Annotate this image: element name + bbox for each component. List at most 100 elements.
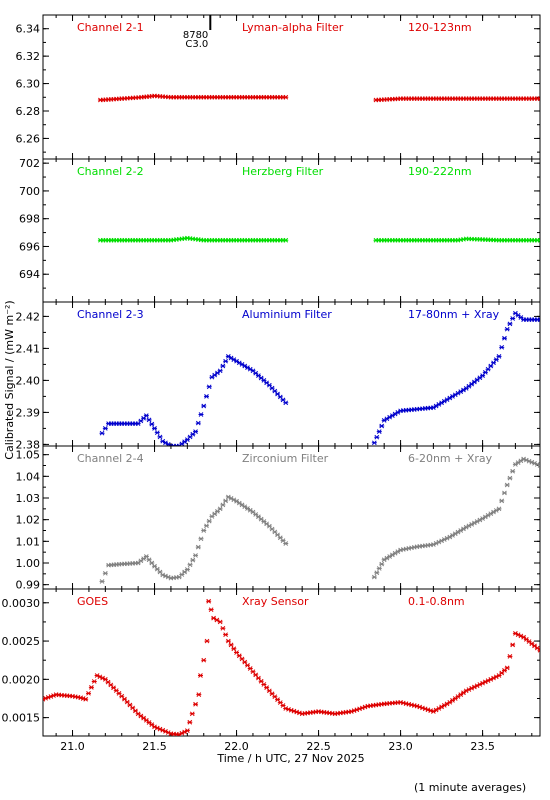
data-point <box>149 421 155 427</box>
data-point <box>217 368 223 374</box>
band-label: 190-222nm <box>408 165 472 178</box>
y-tick-label: 6.34 <box>16 23 41 36</box>
y-axis-label: Calibrated Signal / (mW m⁻²) <box>3 300 16 459</box>
data-point <box>537 237 540 243</box>
series-points <box>97 93 540 103</box>
data-point <box>197 673 203 678</box>
y-tick-label: 698 <box>19 213 40 226</box>
series-points <box>99 310 540 446</box>
y-tick-label: 700 <box>19 185 40 198</box>
panel-4: 0.99 1.00 1.01 1.02 1.03 1.04 1.05 Channel 2-4 Z… <box>16 445 541 592</box>
data-point <box>195 420 201 426</box>
data-point <box>507 475 513 481</box>
data-point <box>376 566 382 571</box>
y-tick-label: 0.0020 <box>2 673 41 686</box>
data-point <box>239 656 245 662</box>
data-point <box>507 654 513 659</box>
data-point <box>496 354 502 359</box>
data-point <box>499 498 505 504</box>
data-point <box>152 426 158 431</box>
data-point <box>88 685 94 690</box>
y-tick-label: 6.32 <box>16 50 41 63</box>
data-point <box>283 541 289 546</box>
data-point <box>236 653 242 659</box>
panel-1: 6.26 6.28 6.30 6.32 6.34 Channel 2-1 Lyman-alp… <box>16 14 541 160</box>
data-point <box>455 694 461 699</box>
filter-label: Zirconium Filter <box>242 452 329 465</box>
data-point <box>253 672 259 678</box>
data-point <box>83 696 89 702</box>
data-point <box>374 570 380 576</box>
filter-label: Aluminium Filter <box>242 308 332 321</box>
y-tick-label: 1.05 <box>16 449 41 462</box>
y-tick-label: 2.38 <box>16 438 41 451</box>
data-point <box>485 366 491 372</box>
averaging-note: (1 minute averages) <box>414 781 527 794</box>
data-point <box>204 638 210 644</box>
channel-label: GOES <box>77 595 108 608</box>
data-point <box>143 554 149 559</box>
data-point <box>482 370 488 375</box>
filter-label: Lyman-alpha Filter <box>242 21 344 34</box>
x-tick-label: 21.5 <box>142 740 167 753</box>
x-axis-label: Time / h UTC, 27 Nov 2025 <box>216 752 364 765</box>
data-point <box>223 358 229 364</box>
data-point <box>231 646 237 652</box>
data-point <box>206 384 212 390</box>
data-point <box>91 679 97 684</box>
data-point <box>244 662 250 668</box>
panel-5: 0.0015 0.0020 0.0025 0.0030 GOES Xray Sensor 0… <box>2 588 541 737</box>
data-point <box>379 423 385 429</box>
data-point <box>217 506 223 512</box>
x-tick-label: 23.5 <box>470 740 495 753</box>
data-point <box>193 701 199 707</box>
event-marker-label: C3.0 <box>185 39 208 50</box>
panel-3: 2.38 2.39 2.40 2.41 2.42 Channel 2-3 Aluminium… <box>16 301 541 451</box>
data-point <box>206 598 212 604</box>
data-point <box>220 363 226 369</box>
data-point <box>491 360 497 366</box>
data-point <box>223 498 229 504</box>
data-point <box>198 412 204 417</box>
data-point <box>447 699 453 705</box>
data-point <box>480 373 486 378</box>
y-tick-label: 6.26 <box>16 132 41 145</box>
y-tick-label: 2.41 <box>16 342 41 355</box>
data-point <box>283 237 289 243</box>
x-tick-label: 23.0 <box>388 740 413 753</box>
data-point <box>203 523 209 529</box>
data-point <box>223 632 229 638</box>
data-point <box>510 468 516 474</box>
data-point <box>228 642 234 648</box>
x-tick-label: 22.0 <box>224 740 249 753</box>
data-point <box>501 490 507 496</box>
data-point <box>537 463 540 468</box>
data-point <box>452 696 458 701</box>
data-point <box>86 690 92 696</box>
data-point <box>189 711 195 717</box>
data-point <box>510 316 516 321</box>
x-tick-label: 21.0 <box>60 740 85 753</box>
y-tick-label: 2.40 <box>16 374 41 387</box>
data-point <box>196 692 202 698</box>
data-point <box>258 678 264 684</box>
data-point <box>537 647 540 653</box>
series-points <box>99 456 540 584</box>
y-tick-label: 1.00 <box>16 557 41 570</box>
y-tick-label: 2.42 <box>16 310 41 323</box>
data-point <box>283 94 289 100</box>
panel-frame <box>42 588 541 737</box>
data-point <box>157 434 163 440</box>
data-point <box>379 561 385 567</box>
y-tick-label: 0.99 <box>16 579 41 592</box>
data-point <box>195 544 201 550</box>
filter-label: Herzberg Filter <box>242 165 324 178</box>
data-point <box>537 317 540 322</box>
panel-frame <box>42 158 541 303</box>
data-point <box>247 666 253 671</box>
data-point <box>146 417 152 423</box>
data-point <box>496 506 502 512</box>
data-point <box>201 657 207 663</box>
data-point <box>208 607 214 613</box>
